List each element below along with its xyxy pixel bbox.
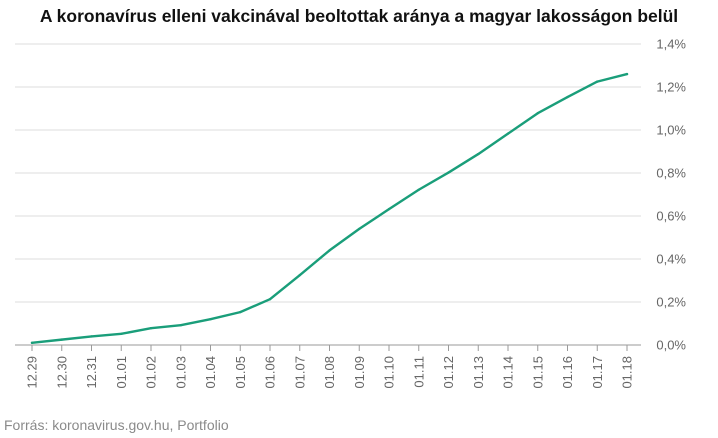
x-tick-label: 01.01 bbox=[114, 356, 129, 389]
data-point bbox=[477, 152, 480, 156]
data-point bbox=[298, 273, 301, 277]
data-point bbox=[566, 95, 569, 99]
x-tick-label: 01.18 bbox=[620, 356, 635, 389]
y-tick-label: 0,8% bbox=[656, 166, 686, 181]
x-tick-label: 01.12 bbox=[441, 356, 456, 389]
data-point bbox=[268, 298, 272, 301]
data-point bbox=[328, 249, 331, 252]
data-point bbox=[506, 132, 510, 135]
x-tick-label: 01.11 bbox=[411, 356, 426, 388]
y-axis-ticks: 0,0% 0,2% 0,4% 0,6% 0,8% 1,0% 1,2% 1,4% bbox=[656, 37, 686, 353]
x-tick-label: 01.09 bbox=[352, 356, 367, 389]
data-point bbox=[30, 341, 34, 345]
x-tick-label: 01.08 bbox=[322, 356, 337, 389]
y-tick-label: 1,2% bbox=[656, 80, 686, 95]
source-note: Forrás: koronavirus.gov.hu, Portfolio bbox=[4, 417, 229, 433]
x-tick-label: 01.15 bbox=[530, 356, 545, 389]
y-tick-label: 1,0% bbox=[656, 123, 686, 138]
data-point bbox=[447, 171, 450, 174]
data-point bbox=[120, 332, 123, 336]
y-tick-label: 0,4% bbox=[656, 252, 686, 267]
x-tick-label: 01.17 bbox=[590, 356, 605, 389]
x-tick-label: 01.10 bbox=[382, 356, 397, 389]
chart-title: A koronavírus elleni vakcinával beoltott… bbox=[39, 6, 679, 26]
x-tick-label: 12.29 bbox=[25, 356, 40, 389]
x-tick-label: 12.30 bbox=[54, 356, 69, 389]
data-point bbox=[239, 310, 242, 314]
data-point bbox=[209, 318, 212, 321]
x-tick-label: 01.02 bbox=[144, 356, 159, 389]
data-point bbox=[90, 335, 93, 338]
y-tick-label: 0,2% bbox=[656, 295, 686, 310]
x-tick-label: 01.13 bbox=[471, 356, 486, 389]
x-tick-label: 01.06 bbox=[263, 356, 278, 389]
x-axis-ticks: 12.29 12.30 12.31 01.01 01.02 01.03 01.04 01.05… bbox=[25, 345, 635, 389]
y-tick-label: 1,4% bbox=[656, 37, 686, 52]
x-tick-label: 12.31 bbox=[84, 356, 99, 389]
data-point bbox=[625, 72, 629, 76]
data-point bbox=[417, 188, 420, 191]
x-tick-label: 01.03 bbox=[173, 356, 188, 389]
series-layer bbox=[30, 72, 629, 345]
y-tick-label: 0,0% bbox=[656, 338, 686, 353]
x-tick-label: 01.16 bbox=[560, 356, 575, 389]
grid-layer bbox=[15, 43, 641, 346]
data-point bbox=[358, 227, 361, 231]
x-tick-label: 01.14 bbox=[501, 356, 516, 389]
data-point bbox=[149, 327, 153, 330]
y-tick-label: 0,6% bbox=[656, 209, 686, 224]
x-tick-label: 01.07 bbox=[292, 356, 307, 389]
data-point bbox=[60, 338, 63, 341]
data-point bbox=[596, 80, 599, 83]
data-point bbox=[179, 324, 182, 327]
data-point bbox=[536, 112, 539, 115]
x-tick-label: 01.04 bbox=[203, 356, 218, 389]
data-point bbox=[387, 207, 391, 211]
x-tick-label: 01.05 bbox=[233, 356, 248, 389]
